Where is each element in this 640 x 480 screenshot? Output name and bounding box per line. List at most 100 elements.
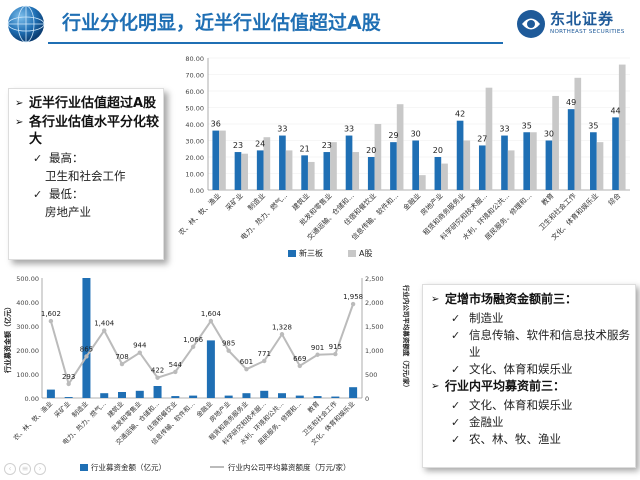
line-data-label: 601 [240,358,253,366]
line-point [66,381,71,387]
line-point [333,351,338,357]
line-data-label: 901 [311,344,324,352]
next-slide-icon[interactable]: › [34,463,46,475]
data-label: 49 [566,98,576,107]
list-item-text: 制造业 [469,311,504,325]
bullet-text: 定增市场融资金额前三： [445,292,578,306]
y-right-tick-label: 0 [365,395,369,403]
bar-financing [260,390,269,398]
data-label: 35 [522,121,532,130]
line-point [155,375,160,380]
arrow-bullet-icon: ➢ [431,381,440,392]
x-tick-label: 教育 [305,399,321,415]
data-label: 33 [499,125,509,134]
legend-swatch-ashare [348,250,356,257]
slide-nav-controls[interactable]: ‹ ≡ › [4,456,64,476]
legend-swatch-financing [80,464,88,471]
check-icon: ✓ [33,152,43,165]
data-label: 23 [322,141,332,150]
bullet-financing-top3: ➢ 定增市场融资金额前三： [431,291,631,308]
data-label: 33 [344,125,354,134]
x-tick-label: 采矿业 [224,191,245,212]
line-data-label: 669 [293,355,306,363]
line-point [102,328,107,333]
bar-financing [349,387,358,398]
check-icon: ✓ [451,363,461,376]
check-icon: ✓ [451,433,461,446]
list-item-text: 金融业 [469,415,504,429]
bar-ashare [574,77,582,190]
list-item-text: 信息传输、软件和信息技术服务业 [469,328,630,359]
line-point [350,301,356,307]
list-item-text: 文化、体育和娱乐业 [469,398,573,412]
y-left-tick-label: 300.00 [16,323,39,331]
bar-xinsanban [212,130,220,190]
y-left-tick-label: 500.00 [16,275,39,283]
bar-xinsanban [390,142,397,190]
x-tick-label: 制造业 [246,191,267,212]
sub-bullet-highest: ✓ 最高： [15,150,159,167]
sub-bullet-label: 最低： [49,187,84,201]
bullet-text: 行业内平均募资前三： [445,379,566,393]
line-data-label: 708 [115,353,128,361]
bar-ashare [219,130,226,190]
check-icon: ✓ [451,416,461,429]
line-data-label: 944 [133,342,147,350]
y-tick-label: 50.00 [185,105,204,113]
y-right-tick-label: 2,500 [365,275,384,283]
bar-ashare [285,150,293,190]
check-icon: ✓ [451,399,461,412]
bar-ashare [507,150,515,190]
x-tick-label: 综合 [606,191,622,207]
line-point [315,352,320,357]
line-point [84,354,89,359]
list-item-text: 农、林、牧、渔业 [469,432,561,446]
arrow-bullet-icon: ➢ [15,117,24,128]
logo-mark-icon [517,10,545,38]
bullet-average-top3: ➢ 行业内平均募资前三： [431,378,631,395]
line-point [208,318,214,324]
sub-bullet-lowest: ✓ 最低： [15,186,159,203]
list-item-text: 文化、体育和娱乐业 [469,362,573,376]
arrow-bullet-icon: ➢ [431,294,440,305]
bar-xinsanban [456,120,464,190]
line-point [297,363,302,369]
bar-ashare [552,95,559,190]
list-item: ✓ 农、林、牧、渔业 [431,431,631,448]
data-label: 35 [588,121,598,130]
bar-financing [242,393,251,398]
slide-menu-icon[interactable]: ≡ [19,463,31,475]
line-data-label: 865 [80,345,93,353]
bar-xinsanban [234,152,242,190]
bar-ashare [352,152,360,190]
line-point [48,318,54,324]
bullet-valuation: ➢ 近半行业估值超过A股 [15,95,159,112]
x-tick-label: 卫生和社会工作 [537,191,578,232]
bar-financing [331,396,340,398]
line-data-label: 1,604 [201,310,222,318]
bar-ashare [463,140,471,190]
valuation-bar-chart: 0.00 10.00 20.00 30.00 40.00 50.00 60.00 70.00 8… [177,55,630,258]
line-data-label: 422 [151,367,164,375]
bar-financing [295,395,304,398]
line-point [190,344,196,350]
check-icon: ✓ [451,312,461,325]
bar-ashare [441,163,448,190]
x-tick-label: 建筑业 [290,191,311,212]
bar-xinsanban [301,155,308,190]
bar-financing [224,395,233,398]
bar-ashare [485,87,493,190]
y-right-tick-label: 1,500 [365,323,384,331]
data-label: 20 [366,146,376,155]
list-item: ✓ 制造业 [431,310,631,327]
list-item: ✓ 金融业 [431,414,631,431]
bar-financing [153,386,162,398]
bar-xinsanban [367,157,375,190]
y-right-axis-title: 行业内公司平均募资额度（万元/家） [402,284,411,391]
line-data-label: 1,958 [343,293,363,301]
data-label: 30 [411,130,421,139]
line-data-label: 1,404 [94,320,115,328]
legend-swatch-xinsanban [288,250,296,257]
y-left-axis-title: 行业募资金额（亿元） [3,303,12,374]
prev-slide-icon[interactable]: ‹ [4,463,16,475]
